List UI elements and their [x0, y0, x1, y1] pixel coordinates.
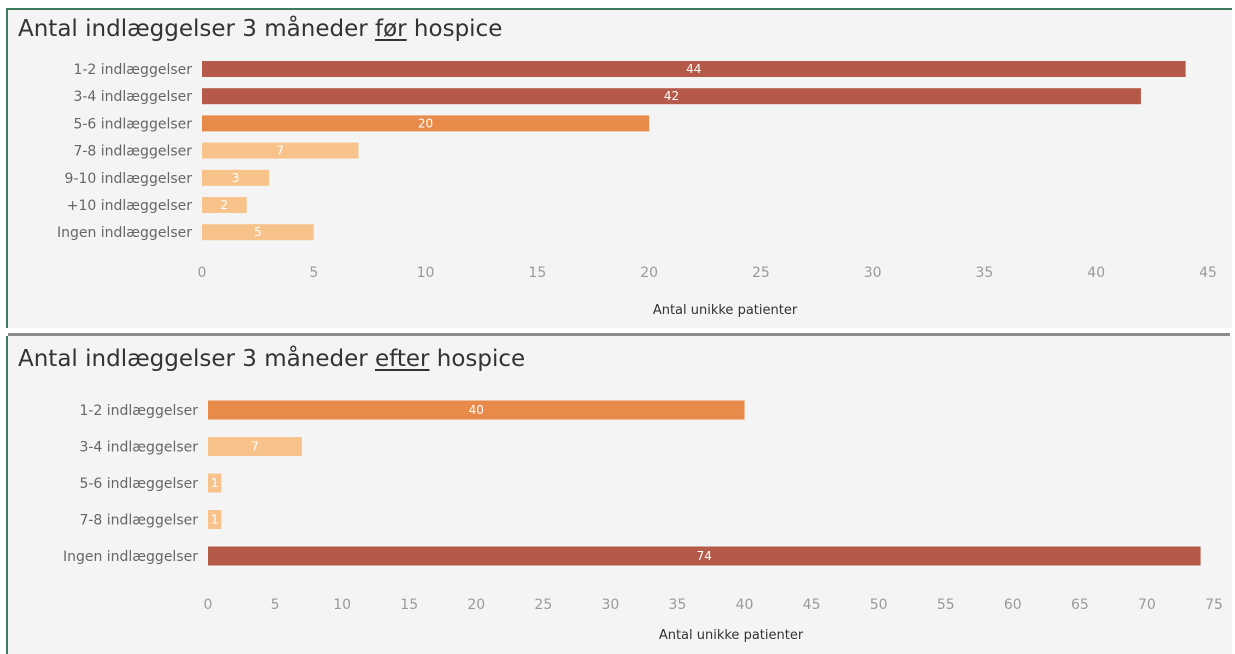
data-label: 7	[251, 440, 259, 454]
x-tick-label: 55	[937, 597, 955, 613]
category-label: 9-10 indlæggelser	[65, 171, 193, 187]
title-suffix-after: hospice	[429, 346, 526, 372]
x-tick-label: 10	[333, 597, 351, 613]
bar	[202, 88, 1141, 105]
x-tick-label: 30	[864, 265, 882, 281]
x-tick-label: 0	[198, 265, 207, 281]
bar-chart-before: 1-2 indlæggelser 44 3-4 indlæggelser 42 5-6 …	[57, 61, 1217, 318]
x-tick-label: 75	[1205, 597, 1223, 613]
bar	[202, 142, 359, 159]
x-tick-label: 15	[528, 265, 546, 281]
x-tick-label: 45	[1199, 265, 1217, 281]
bar	[208, 400, 745, 420]
data-label: 3	[232, 171, 240, 185]
data-label: 20	[418, 116, 433, 130]
category-label: Ingen indlæggelser	[57, 225, 192, 241]
data-label: 42	[664, 89, 679, 103]
bar	[202, 169, 270, 186]
chart-panel-after: Antal indlæggelser 3 måneder efter hospi…	[6, 336, 1232, 654]
title-text-after: Antal indlæggelser 3 måneder	[18, 346, 375, 372]
data-label: 74	[697, 549, 712, 563]
x-tick-label: 20	[640, 265, 658, 281]
chart-panel-before: Antal indlæggelser 3 måneder før hospice…	[6, 8, 1232, 328]
x-tick-label: 25	[752, 265, 770, 281]
bar-chart-after: 1-2 indlæggelser 40 3-4 indlæggelser 7 5-6 i…	[63, 400, 1223, 643]
bar	[202, 197, 247, 213]
title-suffix-before: hospice	[406, 16, 503, 42]
title-emphasis-before: før	[375, 16, 407, 42]
bar	[208, 437, 302, 456]
bar	[208, 473, 222, 493]
category-label: 5-6 indlæggelser	[73, 116, 192, 132]
category-label: Ingen indlæggelser	[63, 549, 198, 565]
data-label: 40	[469, 403, 484, 417]
x-tick-label: 70	[1138, 597, 1156, 613]
category-label: 7-8 indlæggelser	[73, 144, 192, 160]
bar	[202, 61, 1186, 77]
x-tick-label: 35	[669, 597, 687, 613]
x-axis-title: Antal unikke patienter	[653, 303, 798, 318]
chart-title-after: Antal indlæggelser 3 måneder efter hospi…	[18, 346, 525, 372]
title-text-before: Antal indlæggelser 3 måneder	[18, 16, 375, 42]
chart-title-before: Antal indlæggelser 3 måneder før hospice	[18, 16, 502, 42]
x-tick-label: 35	[976, 265, 994, 281]
x-tick-label: 5	[271, 597, 280, 613]
data-label: 1	[211, 513, 219, 527]
data-label: 44	[686, 62, 701, 76]
category-label: 1-2 indlæggelser	[79, 403, 198, 419]
category-label: 7-8 indlæggelser	[79, 513, 198, 529]
bar	[208, 546, 1201, 566]
category-label: 3-4 indlæggelser	[79, 440, 198, 456]
data-label: 5	[254, 225, 262, 239]
category-label: 5-6 indlæggelser	[79, 476, 198, 492]
x-tick-label: 40	[1087, 265, 1105, 281]
x-tick-label: 5	[309, 265, 318, 281]
x-tick-label: 50	[870, 597, 888, 613]
x-tick-label: 0	[204, 597, 213, 613]
x-tick-label: 20	[467, 597, 485, 613]
bar	[202, 115, 650, 132]
x-tick-label: 40	[736, 597, 754, 613]
x-tick-label: 60	[1004, 597, 1022, 613]
category-label: +10 indlæggelser	[67, 198, 192, 214]
title-emphasis-after: efter	[375, 346, 430, 372]
x-tick-label: 10	[417, 265, 435, 281]
data-label: 2	[221, 198, 229, 212]
bar	[202, 224, 314, 241]
x-tick-label: 45	[803, 597, 821, 613]
category-label: 1-2 indlæggelser	[73, 62, 192, 78]
bar	[208, 510, 222, 529]
x-tick-label: 30	[601, 597, 619, 613]
data-label: 7	[276, 144, 284, 158]
data-label: 1	[211, 476, 219, 490]
section-divider	[8, 333, 1230, 336]
x-axis-title: Antal unikke patienter	[659, 628, 804, 643]
x-tick-label: 65	[1071, 597, 1089, 613]
x-tick-label: 25	[534, 597, 552, 613]
x-tick-label: 15	[400, 597, 418, 613]
category-label: 3-4 indlæggelser	[73, 89, 192, 105]
